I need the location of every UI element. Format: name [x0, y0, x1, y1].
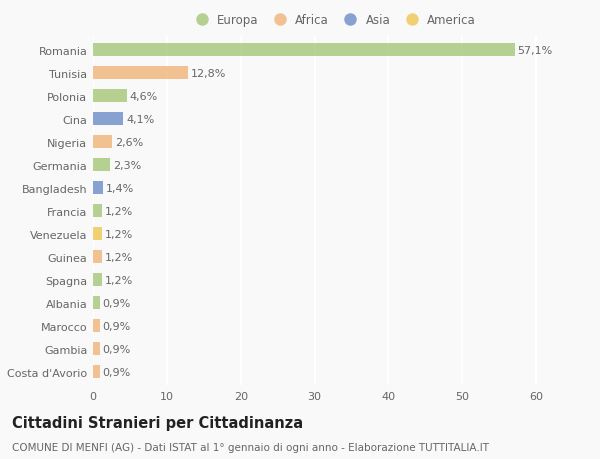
Text: 1,2%: 1,2% [105, 275, 133, 285]
Bar [93, 228, 102, 241]
Text: 4,1%: 4,1% [126, 114, 154, 124]
Text: 12,8%: 12,8% [190, 68, 226, 78]
Text: 0,9%: 0,9% [103, 298, 131, 308]
Bar [93, 182, 103, 195]
Bar [93, 365, 100, 378]
Bar [93, 113, 123, 126]
Text: 0,9%: 0,9% [103, 321, 131, 331]
Text: 1,2%: 1,2% [105, 229, 133, 239]
Bar [93, 251, 102, 263]
Bar [93, 274, 102, 286]
Text: 1,2%: 1,2% [105, 206, 133, 216]
Bar [93, 44, 515, 57]
Bar [93, 297, 100, 309]
Bar [93, 67, 188, 80]
Bar [93, 136, 112, 149]
Text: 2,3%: 2,3% [113, 160, 141, 170]
Bar [93, 90, 127, 103]
Text: 2,6%: 2,6% [115, 137, 143, 147]
Bar [93, 159, 110, 172]
Text: 1,4%: 1,4% [106, 183, 134, 193]
Text: 0,9%: 0,9% [103, 367, 131, 377]
Text: 1,2%: 1,2% [105, 252, 133, 262]
Bar [93, 205, 102, 218]
Text: 4,6%: 4,6% [130, 91, 158, 101]
Bar [93, 319, 100, 332]
Bar [93, 342, 100, 355]
Text: 57,1%: 57,1% [518, 45, 553, 56]
Text: COMUNE DI MENFI (AG) - Dati ISTAT al 1° gennaio di ogni anno - Elaborazione TUTT: COMUNE DI MENFI (AG) - Dati ISTAT al 1° … [12, 442, 489, 452]
Text: 0,9%: 0,9% [103, 344, 131, 354]
Text: Cittadini Stranieri per Cittadinanza: Cittadini Stranieri per Cittadinanza [12, 415, 303, 431]
Legend: Europa, Africa, Asia, America: Europa, Africa, Asia, America [190, 14, 476, 28]
